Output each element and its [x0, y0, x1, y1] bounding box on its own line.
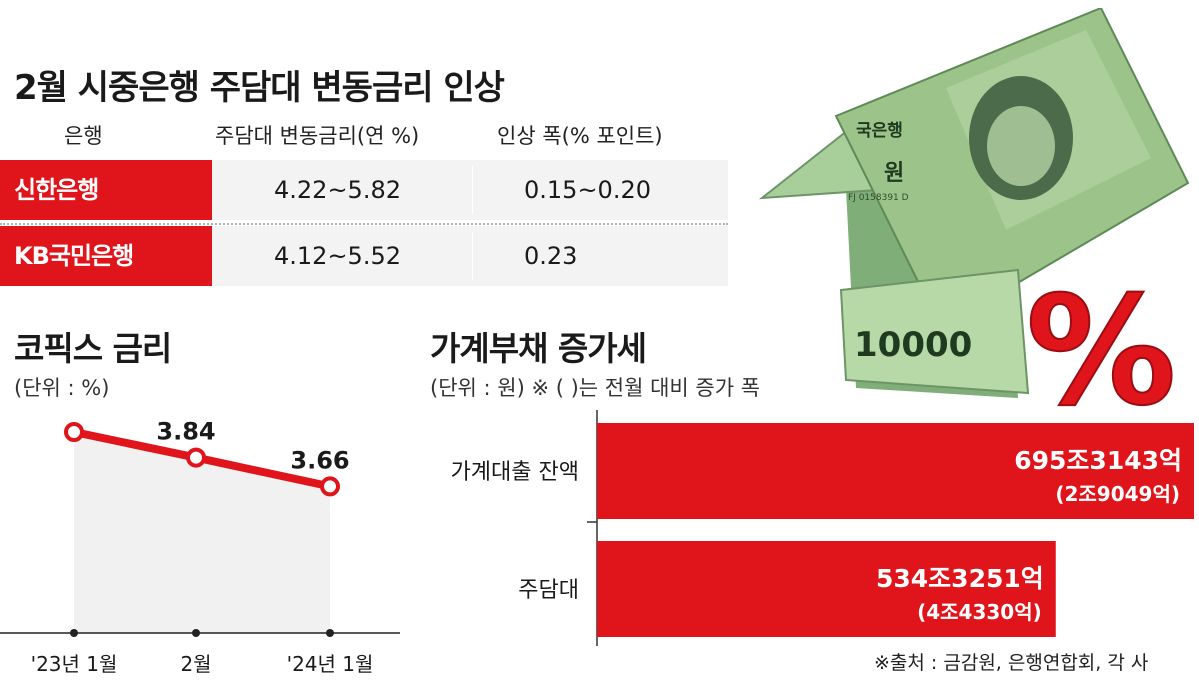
debt-bar — [597, 541, 1056, 637]
x-tick — [326, 629, 334, 637]
line-area — [74, 432, 330, 633]
bank-name-cell: KB국민은행 — [0, 226, 212, 286]
x-tick-label: '23년 1월 — [31, 652, 118, 676]
x-tick — [192, 629, 200, 637]
bar-value-label: 695조3143억 — [1014, 446, 1182, 475]
hike-cell: 0.15~0.20 — [524, 176, 651, 204]
bank-name-cell: 신한은행 — [0, 160, 212, 220]
banknote-won-text: 원 — [884, 161, 904, 186]
table-header-bank: 은행 — [64, 124, 103, 148]
table-header-hike: 인상 폭(% 포인트) — [497, 124, 663, 148]
column-divider — [472, 166, 473, 214]
bar-change-label: (2조9049억) — [1055, 482, 1180, 506]
house-banknote-illustration: 10000 국은행 원 FJ 0158391 D % — [758, 8, 1190, 413]
x-tick-label: '24년 1월 — [287, 652, 374, 676]
table-row: 신한은행 4.22~5.82 0.15~0.20 — [0, 160, 728, 220]
bar-value-label: 534조3251억 — [876, 564, 1044, 593]
data-point — [186, 447, 206, 468]
data-label: 3.84 — [156, 420, 215, 446]
banknote-bank-text: 국은행 — [856, 121, 903, 141]
rate-cell: 4.12~5.52 — [274, 242, 401, 270]
row-divider — [0, 223, 728, 225]
debt-chart-title: 가계부채 증가세 — [430, 329, 647, 368]
table-header-rate: 주담대 변동금리(연 %) — [215, 124, 420, 148]
banknote-serial: FJ 0158391 D — [848, 193, 909, 203]
page-title: 2월 시중은행 주담대 변동금리 인상 — [14, 68, 505, 108]
x-tick — [70, 629, 78, 637]
debt-bar — [597, 423, 1194, 519]
kofix-chart-unit: (단위 : %) — [14, 376, 110, 400]
hike-cell: 0.23 — [524, 242, 578, 270]
household-debt-bar-chart: 가계대출 잔액 695조3143억 (2조9049억) 주담대 534조3251억 (4조… — [451, 410, 1194, 646]
front-banknote — [839, 268, 1030, 395]
table-row: KB국민은행 4.12~5.52 0.23 — [0, 226, 728, 286]
banknote-value: 10000 — [854, 325, 972, 365]
column-divider — [472, 232, 473, 280]
rate-cell: 4.22~5.82 — [274, 176, 401, 204]
debt-chart-unit: (단위 : 원) ※ ( )는 전월 대비 증가 폭 — [430, 376, 761, 400]
bar-category-label: 주담대 — [518, 578, 579, 603]
data-label: 3.66 — [290, 446, 349, 474]
bar-category-label: 가계대출 잔액 — [451, 460, 579, 485]
source-note: ※출처 : 금감원, 은행연합회, 각 사 — [874, 652, 1149, 674]
data-point — [64, 422, 84, 442]
portrait-face — [987, 106, 1055, 186]
percent-sign: % — [1026, 265, 1176, 413]
data-point — [320, 476, 340, 497]
bar-change-label: (4조4330억) — [917, 600, 1042, 624]
x-tick-label: 2월 — [180, 652, 211, 676]
kofix-chart-title: 코픽스 금리 — [14, 329, 172, 368]
